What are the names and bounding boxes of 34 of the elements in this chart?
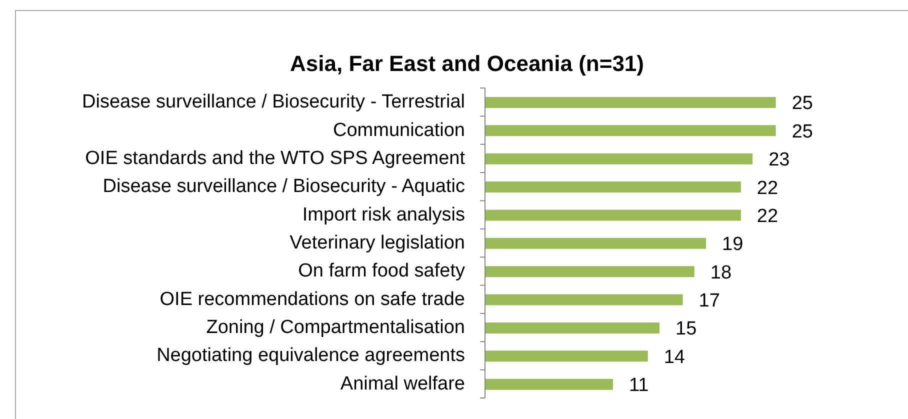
data-label: 25 [792,93,813,114]
bar [485,322,660,334]
y-tick-label: Negotiating equivalence agreements [156,345,465,366]
bar [485,350,648,362]
y-tick-label: Communication [333,120,465,141]
data-label: 25 [792,121,813,142]
data-label: 15 [676,318,697,340]
y-tick-label: OIE recommendations on safe trade [160,288,465,310]
bar [485,182,741,193]
data-label: 11 [628,375,649,396]
y-tick-label: Animal welfare [340,373,465,394]
y-tick-label: Disease surveillance / Biosecurity - Terrestrial [82,92,465,113]
y-tick-label: Import risk analysis [302,204,465,226]
bar [485,153,753,164]
data-label: 22 [756,206,778,227]
bar [485,238,706,249]
data-label: 17 [698,290,720,312]
data-label: 19 [722,234,744,256]
data-label: 18 [710,262,732,284]
y-tick-label: OIE standards and the WTO SPS Agreement [85,148,466,169]
bar [485,210,741,221]
chart-title: Asia, Far East and Oceania (n=31) [290,50,644,78]
y-tick-label: On farm food safety [298,260,466,282]
bar [485,378,613,390]
y-tick-label: Veterinary legislation [290,232,465,254]
data-label: 22 [756,178,778,199]
bar [485,97,776,108]
y-tick-label: Zoning / Compartmentalisation [206,317,465,338]
data-label: 23 [768,150,790,171]
bar [485,125,776,136]
bar [485,266,694,278]
data-label: 14 [664,346,686,368]
bar [485,294,683,306]
y-tick-label: Disease surveillance / Biosecurity - Aquatic [102,176,465,198]
